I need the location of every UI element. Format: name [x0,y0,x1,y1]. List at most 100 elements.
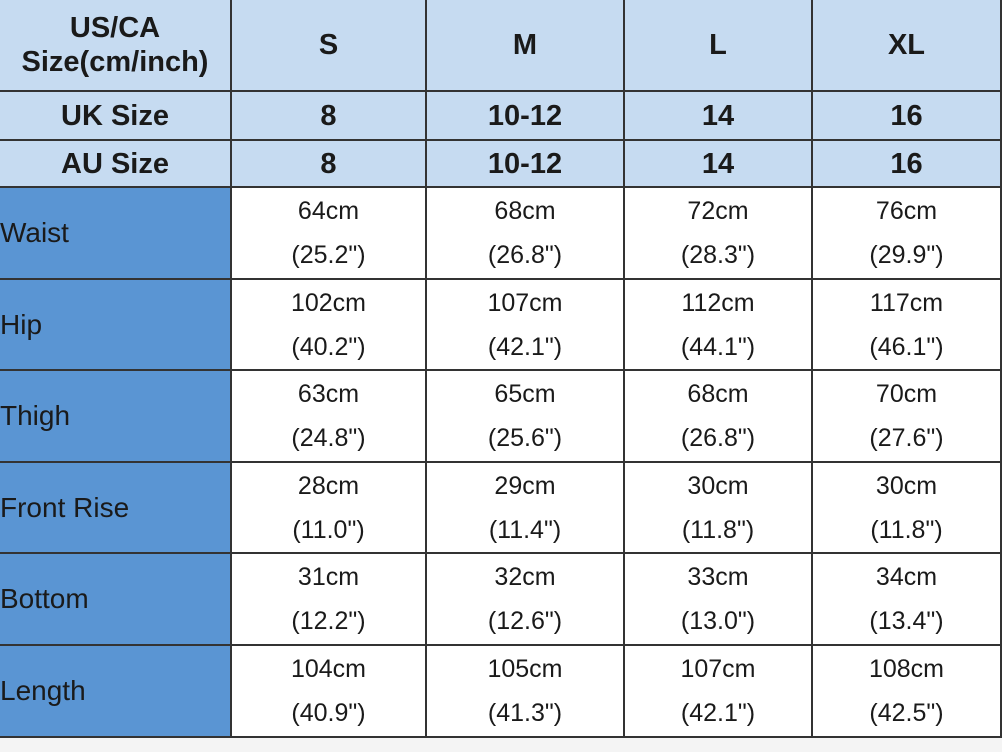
inch-text: (11.8") [681,515,755,544]
inch-text: (40.9") [291,699,366,727]
measurement-value: 30cm (11.8") [813,463,1002,554]
cm-text: 104cm [290,655,367,683]
header-corner: US/CA Size(cm/inch) [0,0,232,92]
header-text: US/CA [69,12,161,44]
cm-text: 32cm [494,563,556,591]
measurement-label-text: Bottom [0,583,89,614]
inch-text: (13.0") [680,607,756,635]
measurement-value: 108cm (42.5") [813,646,1002,738]
measurement-label: Front Rise [0,463,232,554]
cm-text: 29cm [494,471,556,500]
cm-text: 102cm [290,288,367,317]
cm-text: 68cm [687,380,749,408]
measurement-label: Hip [0,280,232,371]
size-header: M [427,0,625,92]
header-text: S [318,29,339,61]
measurement-value: 68cm (26.8") [427,188,625,280]
cm-text: 108cm [868,655,945,683]
inch-text: (26.8") [680,424,756,452]
cm-text: 112cm [681,288,755,317]
measurement-value: 63cm (24.8") [232,371,427,463]
header-text: Size(cm/inch) [21,46,209,78]
size-value: 16 [813,92,1002,141]
inch-text: (25.2") [291,241,366,269]
cm-text: 30cm [875,471,938,500]
size-header: L [625,0,813,92]
cm-text: 76cm [875,197,938,225]
measurement-value: 64cm (25.2") [232,188,427,280]
measurement-value: 70cm (27.6") [813,371,1002,463]
cm-text: 70cm [875,380,938,408]
size-header: XL [813,0,1002,92]
inch-text: (27.6") [869,424,944,452]
measurement-label-text: Waist [0,217,69,248]
cm-text: 68cm [494,197,556,225]
size-value: 14 [625,141,813,188]
inch-text: (25.6") [487,424,563,452]
inch-text: (24.8") [291,424,366,452]
inch-text: (40.2") [291,332,366,361]
measurement-value: 33cm (13.0") [625,554,813,646]
measurement-label: Thigh [0,371,232,463]
inch-text: (42.1") [680,699,756,727]
inch-text: (42.1") [487,332,563,361]
measurement-label: Bottom [0,554,232,646]
size-text: 16 [890,99,923,132]
measurement-value: 102cm (40.2") [232,280,427,371]
measurement-value: 34cm (13.4") [813,554,1002,646]
row-label: AU Size [0,141,232,188]
measurement-value: 107cm (42.1") [427,280,625,371]
cm-text: 105cm [487,655,563,683]
cm-text: 72cm [687,197,749,225]
cm-text: 64cm [297,197,360,225]
inch-text: (44.1") [680,332,756,361]
measurement-label: Waist [0,188,232,280]
measurement-value: 30cm (11.8") [625,463,813,554]
cm-text: 28cm [297,471,360,500]
inch-text: (11.0") [292,515,365,544]
cm-text: 33cm [687,563,749,591]
measurement-label-text: Thigh [0,400,71,431]
inch-text: (26.8") [487,241,563,269]
inch-text: (13.4") [869,607,944,635]
measurement-value: 28cm (11.0") [232,463,427,554]
measurement-value: 76cm (29.9") [813,188,1002,280]
inch-text: (29.9") [869,241,944,269]
size-text: 14 [701,147,735,180]
header-text: XL [887,29,926,61]
size-text: 8 [320,147,337,180]
measurement-value: 105cm (41.3") [427,646,625,738]
inch-text: (46.1") [869,332,944,361]
size-text: 10-12 [487,99,563,132]
measurement-value: 65cm (25.6") [427,371,625,463]
measurement-value: 72cm (28.3") [625,188,813,280]
size-value: 10-12 [427,92,625,141]
inch-text: (41.3") [487,699,563,727]
size-value: 16 [813,141,1002,188]
inch-text: (42.5") [869,699,944,727]
size-text: 10-12 [487,147,563,180]
inch-text: (12.2") [291,607,366,635]
inch-text: (28.3") [680,241,756,269]
header-text: L [709,29,727,61]
inch-text: (11.8") [870,515,943,544]
size-value: 8 [232,92,427,141]
size-value: 10-12 [427,141,625,188]
row-label-text: UK Size [61,99,169,132]
cm-text: 31cm [297,563,360,591]
cm-text: 107cm [487,288,563,317]
measurement-value: 68cm (26.8") [625,371,813,463]
inch-text: (12.6") [487,607,563,635]
measurement-value: 29cm (11.4") [427,463,625,554]
measurement-value: 117cm (46.1") [813,280,1002,371]
row-label: UK Size [0,92,232,141]
row-label-text: AU Size [61,147,169,180]
cm-text: 107cm [680,655,756,683]
cm-text: 30cm [687,471,749,500]
measurement-value: 112cm (44.1") [625,280,813,371]
measurement-label-text: Front Rise [0,491,130,523]
size-text: 8 [320,99,337,132]
cm-text: 65cm [494,380,556,408]
inch-text: (11.4") [488,515,562,544]
